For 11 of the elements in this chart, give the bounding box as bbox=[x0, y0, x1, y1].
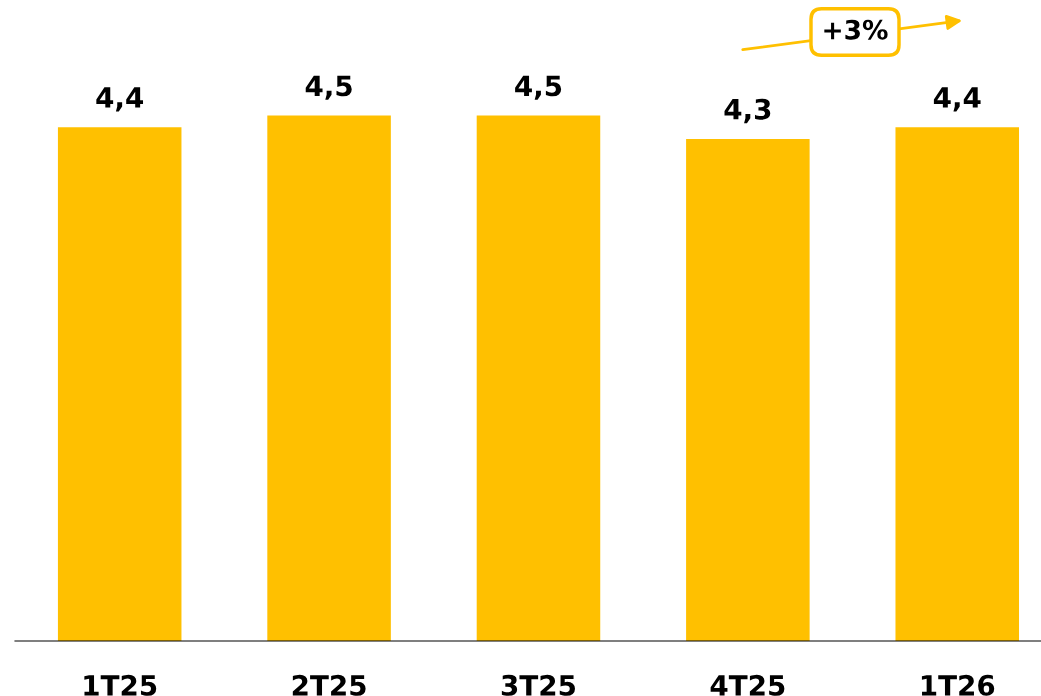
data-label: 4,3 bbox=[724, 98, 771, 124]
x-tick-label: 1T25 bbox=[84, 674, 157, 696]
data-label: 4,5 bbox=[515, 75, 562, 100]
x-tick-label: 2T25 bbox=[292, 674, 366, 696]
data-label: 4,5 bbox=[305, 75, 352, 100]
x-tick-label: 1T26 bbox=[921, 674, 995, 696]
x-tick-label: 4T25 bbox=[710, 674, 785, 696]
data-label: 4,4 bbox=[96, 87, 144, 112]
x-tick-label: 3T25 bbox=[501, 674, 575, 696]
data-label: 4,4 bbox=[933, 87, 981, 112]
text: +3% bbox=[824, 19, 888, 40]
